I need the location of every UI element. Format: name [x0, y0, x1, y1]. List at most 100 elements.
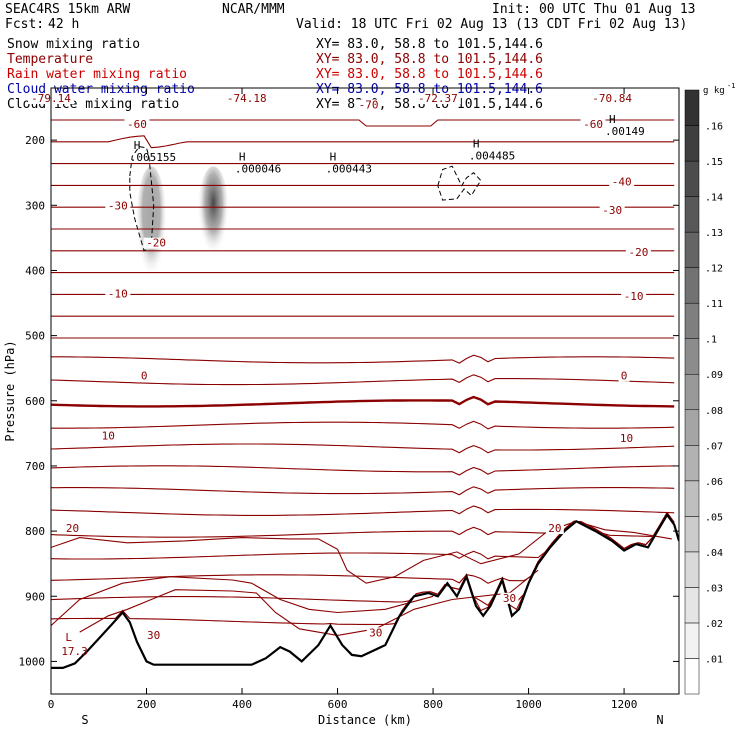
- temperature-label: -70.84: [592, 92, 632, 105]
- snow-maximum-marker: H: [330, 151, 337, 164]
- temperature-label: -10: [624, 290, 644, 303]
- x-tick-label: 200: [137, 698, 157, 711]
- snow-maximum-value: .004485: [469, 150, 515, 163]
- colorbar-segment: [684, 658, 700, 695]
- temperature-minimum-value: 17.3: [61, 645, 88, 658]
- colorbar-tick-label: .14: [705, 193, 723, 204]
- y-tick-label: 700: [25, 460, 45, 473]
- label-background: [580, 119, 606, 131]
- colorbar-segment: [684, 551, 700, 588]
- x-axis-title: Distance (km): [318, 713, 412, 727]
- colorbar-tick-label: .11: [705, 299, 723, 310]
- label-background: [621, 291, 647, 303]
- legend-label: Temperature: [7, 52, 93, 67]
- temperature-contour: [51, 119, 675, 127]
- label-background: [625, 246, 651, 258]
- colorbar-tick-label: .15: [705, 157, 723, 168]
- colorbar-segment: [684, 587, 700, 624]
- temperature-label: -30: [108, 200, 128, 213]
- temperature-contour: [51, 520, 672, 584]
- temperature-label: 0: [141, 370, 148, 383]
- x-tick-label: 1000: [515, 698, 542, 711]
- forecast-hour: 42 h: [48, 17, 79, 32]
- label-background: [138, 370, 150, 382]
- y-tick-label: 500: [25, 330, 45, 343]
- axes: 0 200 400 600 800 1000 12002003004005006007008…: [3, 87, 680, 727]
- colorbar-segment: [684, 196, 700, 233]
- temperature-label: 30: [147, 629, 160, 642]
- colorbar-segment: [684, 516, 700, 553]
- colorbar-segment: [684, 373, 700, 411]
- cloud-ice-column: [135, 166, 168, 297]
- snow-maximum-value: .000046: [235, 163, 281, 176]
- legend-xy-range: XY= 83.0, 58.8 to 101.5,144.6: [316, 37, 543, 52]
- colorbar-tick-label: .08: [705, 406, 723, 417]
- organization-label: NCAR/MMM: [222, 2, 285, 17]
- temperature-label: 30: [503, 592, 516, 605]
- snow-maximum-value: .000443: [326, 163, 372, 176]
- colorbar-tick-label: .07: [705, 441, 723, 452]
- colorbar-tick-label: .1: [705, 335, 717, 346]
- temperature-contour: [51, 511, 675, 538]
- plot-frame: [50, 87, 680, 695]
- x-tick-label: 400: [232, 698, 252, 711]
- colorbar-tick-label: .02: [705, 619, 723, 630]
- plot-content: [51, 119, 679, 670]
- colorbar-segment: [684, 89, 700, 126]
- label-background: [143, 237, 169, 249]
- temperature-label: -72.37: [418, 92, 458, 105]
- colorbar-segment: [684, 445, 700, 482]
- temperature-label: -70: [359, 99, 379, 112]
- label-background: [105, 288, 131, 300]
- label-background: [124, 119, 150, 131]
- label-background: [105, 200, 131, 212]
- colorbar-segment: [684, 338, 700, 375]
- legend-label: Snow mixing ratio: [7, 37, 140, 52]
- temperature-label: 10: [102, 430, 115, 443]
- valid-time: Valid: 18 UTC Fri 02 Aug 13 (13 CDT Fri …: [296, 17, 687, 32]
- colorbar-tick-label: .04: [705, 548, 723, 559]
- temperature-contour: [79, 569, 539, 636]
- y-tick-label: 600: [25, 395, 45, 408]
- temperature-contour: [51, 395, 675, 408]
- colorbar-segment: [684, 480, 700, 517]
- colorbar-units: g kg: [703, 86, 725, 96]
- snow-maximum-marker: H: [473, 138, 480, 151]
- snow-maximum-value: .005155: [130, 151, 176, 164]
- colorbar-tick-label: .09: [705, 370, 723, 381]
- temperature-contour: [51, 420, 675, 430]
- label-background: [356, 99, 382, 111]
- temperature-contour: [51, 511, 675, 607]
- temperature-label: -60: [127, 118, 147, 131]
- colorbar-tick-label: .05: [705, 512, 723, 523]
- x-tick-label: 1200: [611, 698, 638, 711]
- label-background: [366, 627, 385, 639]
- colorbar-segment: [684, 125, 700, 162]
- snow-maximum-marker: H: [239, 151, 246, 164]
- colorbar-segment: [684, 302, 700, 339]
- temperature-minimum-marker: L: [65, 631, 72, 644]
- colorbar-units-exponent: -1: [727, 82, 735, 90]
- colorbar-tick-label: .16: [705, 122, 723, 133]
- x-tick-label: 0: [48, 698, 55, 711]
- legend-xy-range: XY= 83.0, 58.8 to 101.5,144.6: [316, 67, 543, 82]
- label-background: [545, 523, 564, 535]
- temperature-label: -20: [628, 246, 648, 259]
- temperature-label: 0: [621, 370, 628, 383]
- temperature-contour: [51, 505, 675, 516]
- x-tick-label: 800: [423, 698, 443, 711]
- temperature-label: -10: [108, 288, 128, 301]
- temperature-contour: [51, 511, 675, 560]
- temperature-contour: [51, 374, 675, 386]
- temperature-contour: [51, 135, 675, 149]
- colorbar-tick-label: .12: [705, 264, 723, 275]
- colorbar-segment: [684, 267, 700, 304]
- cloud-ice-column: [197, 166, 230, 271]
- label-background: [223, 93, 270, 105]
- snow-maximum-value: .00149: [605, 125, 645, 138]
- y-tick-label: 400: [25, 264, 45, 277]
- label-background: [589, 93, 636, 105]
- label-background: [609, 176, 635, 188]
